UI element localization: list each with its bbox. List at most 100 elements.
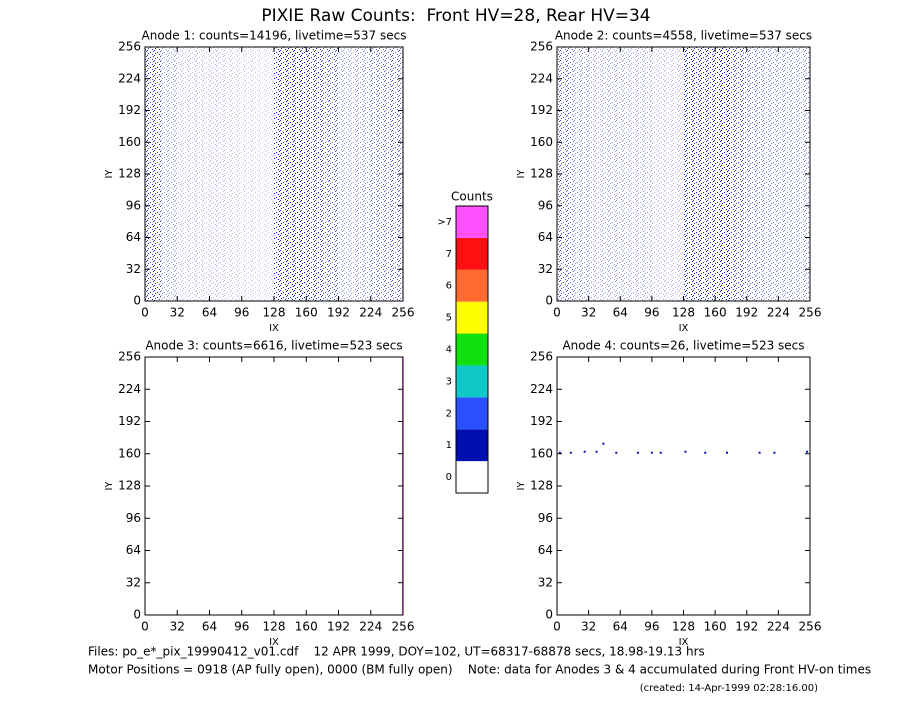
colorbar-label: 0 <box>446 472 452 483</box>
density-band <box>209 47 226 301</box>
y-axis-label: IY <box>104 481 115 491</box>
count-pixel <box>583 450 586 453</box>
x-tick-label: 0 <box>141 306 149 320</box>
count-pixel <box>558 451 561 454</box>
density-band <box>338 47 355 301</box>
density-band <box>636 47 652 301</box>
density-band <box>257 47 274 301</box>
color-level <box>456 269 488 302</box>
y-tick-label: 224 <box>118 71 141 85</box>
density-band <box>699 47 716 301</box>
x-tick-label: 96 <box>644 306 659 320</box>
y-tick-label: 0 <box>133 294 141 308</box>
density-band <box>290 47 307 301</box>
density-band <box>193 47 210 301</box>
y-tick-label: 256 <box>118 350 141 364</box>
footer-motor: Motor Positions = 0918 (AP fully open), … <box>88 663 871 677</box>
x-tick-label: 192 <box>327 306 350 320</box>
density-band <box>306 47 323 301</box>
y-tick-label: 128 <box>118 479 141 493</box>
x-tick-label: 192 <box>735 306 758 320</box>
count-pixel <box>615 451 618 454</box>
count-pixel <box>758 451 761 454</box>
x-axis-label: IX <box>269 323 279 334</box>
color-level <box>456 301 488 334</box>
y-tick-label: 160 <box>530 135 553 149</box>
colorbar-label: 1 <box>446 440 452 451</box>
density-band <box>762 47 779 301</box>
density-band <box>746 47 763 301</box>
x-tick-label: 64 <box>202 620 217 634</box>
main-title: PIXIE Raw Counts: Front HV=28, Rear HV=3… <box>261 6 650 26</box>
y-tick-label: 96 <box>538 198 553 212</box>
y-tick-label: 0 <box>545 608 553 622</box>
x-tick-label: 128 <box>263 306 286 320</box>
y-tick-label: 256 <box>530 40 553 54</box>
x-tick-label: 256 <box>799 306 822 320</box>
density-band <box>620 47 637 301</box>
x-tick-label: 224 <box>767 306 790 320</box>
x-tick-label: 160 <box>295 306 318 320</box>
x-tick-label: 160 <box>704 306 727 320</box>
x-tick-label: 256 <box>392 306 415 320</box>
colorbar-label: 3 <box>446 376 452 387</box>
color-level <box>456 206 488 238</box>
x-tick-label: 128 <box>672 620 695 634</box>
x-tick-label: 32 <box>581 306 596 320</box>
x-tick-label: 0 <box>553 620 561 634</box>
y-tick-label: 160 <box>530 446 553 460</box>
count-pixel <box>773 451 776 454</box>
x-tick-label: 160 <box>295 620 318 634</box>
colorbar-frame <box>455 205 489 494</box>
y-tick-label: 256 <box>118 40 141 54</box>
x-tick-label: 224 <box>359 620 382 634</box>
y-tick-label: 256 <box>530 350 553 364</box>
y-tick-label: 192 <box>118 414 141 428</box>
x-tick-label: 64 <box>613 306 628 320</box>
count-pixel <box>704 451 707 454</box>
y-axis-label: IY <box>516 169 527 179</box>
x-tick-label: 224 <box>767 620 790 634</box>
panel-title: Anode 2: counts=4558, livetime=537 secs <box>555 29 812 43</box>
y-tick-label: 64 <box>538 230 553 244</box>
y-tick-label: 32 <box>538 575 553 589</box>
y-tick-label: 64 <box>126 230 141 244</box>
y-tick-label: 64 <box>538 543 553 557</box>
density-band <box>274 47 291 301</box>
footer-created: (created: 14-Apr-1999 02:28:16.00) <box>640 683 818 694</box>
colorbar-label: 5 <box>446 313 452 324</box>
x-tick-label: 192 <box>735 620 758 634</box>
colorbar-label: 2 <box>446 408 452 419</box>
density-band <box>177 47 194 301</box>
density-band <box>588 47 605 301</box>
y-tick-label: 64 <box>126 543 141 557</box>
x-tick-label: 32 <box>170 306 185 320</box>
y-tick-label: 32 <box>126 262 141 276</box>
color-level <box>456 429 488 462</box>
x-axis-label: IX <box>679 323 689 334</box>
y-tick-label: 32 <box>538 262 553 276</box>
x-tick-label: 64 <box>202 306 217 320</box>
x-tick-label: 64 <box>613 620 628 634</box>
y-tick-label: 224 <box>118 382 141 396</box>
density-band <box>778 47 795 301</box>
count-pixel <box>725 451 728 454</box>
x-tick-label: 96 <box>644 620 659 634</box>
x-tick-label: 0 <box>553 306 561 320</box>
panel-title: Anode 1: counts=14196, livetime=537 secs <box>142 29 407 43</box>
density-band <box>322 47 339 301</box>
x-tick-label: 128 <box>672 306 695 320</box>
colorbar-title: Counts <box>451 190 493 204</box>
x-tick-label: 0 <box>141 620 149 634</box>
x-tick-label: 128 <box>263 620 286 634</box>
color-level <box>456 397 488 430</box>
x-tick-label: 192 <box>327 620 350 634</box>
panel-title: Anode 3: counts=6616, livetime=523 secs <box>145 339 402 353</box>
density-band <box>667 47 684 301</box>
count-pixel <box>650 451 653 454</box>
density-band <box>683 47 700 301</box>
x-tick-label: 96 <box>234 306 249 320</box>
color-level <box>456 461 488 493</box>
y-tick-label: 96 <box>126 198 141 212</box>
